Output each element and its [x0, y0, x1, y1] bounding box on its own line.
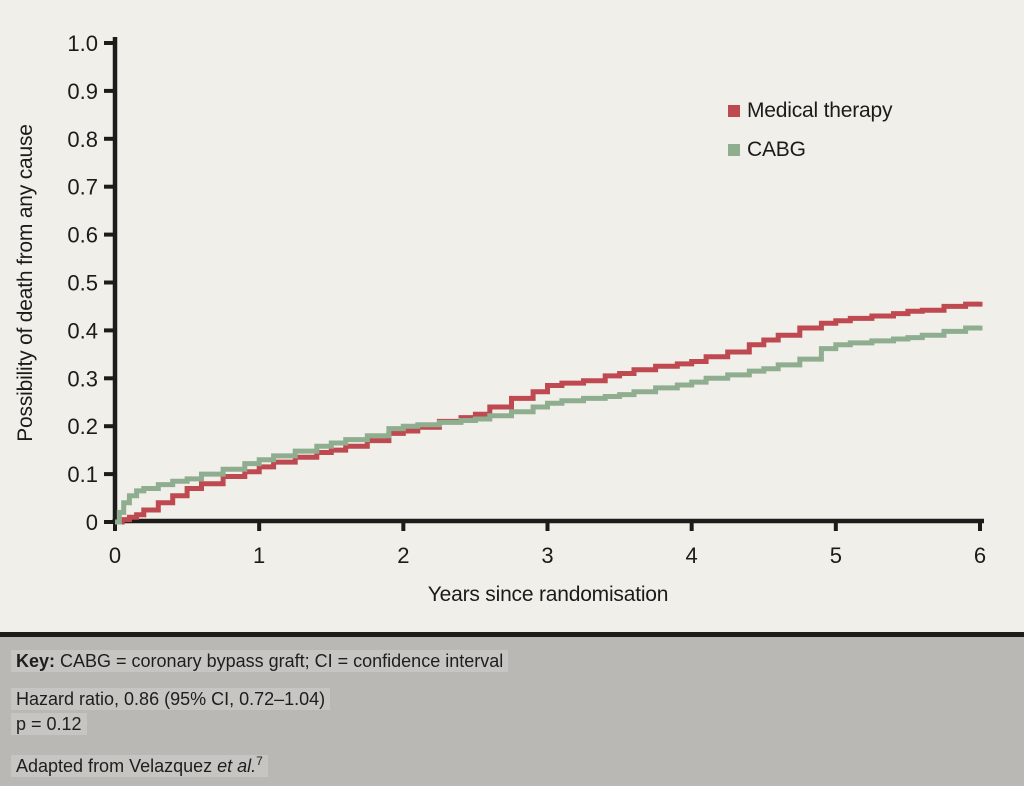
- y-tick-label: 0.4: [67, 318, 98, 343]
- y-tick-label: 0: [86, 510, 98, 535]
- key-text: CABG = coronary bypass graft; CI = confi…: [55, 651, 504, 671]
- y-tick-label: 0.6: [67, 223, 98, 248]
- key-label: Key:: [16, 651, 56, 671]
- p-value-text: p = 0.12: [11, 713, 87, 735]
- x-axis-title: Years since randomisation: [427, 583, 669, 606]
- y-tick-label: 0.5: [67, 271, 98, 296]
- footnote-panel: Key: CABG = coronary bypass graft; CI = …: [0, 632, 1024, 786]
- y-tick-label: 0.2: [67, 414, 98, 439]
- y-tick-label: 0.1: [67, 462, 98, 487]
- y-tick-label: 0.3: [67, 366, 98, 391]
- reference-superscript: 7: [256, 754, 263, 768]
- legend-label-medical-therapy: Medical therapy: [747, 98, 893, 122]
- adapted-prefix: Adapted from Velazquez: [16, 756, 218, 776]
- medical-therapy-swatch-icon: [728, 104, 740, 117]
- key-definitions: Key: CABG = coronary bypass graft; CI = …: [11, 650, 509, 672]
- adapted-et-al: et al.: [217, 756, 257, 776]
- series-curve-cabg: [115, 325, 983, 525]
- source-attribution: Adapted from Velazquez et al.7: [11, 750, 268, 777]
- x-tick-label: 4: [686, 543, 698, 568]
- x-tick-label: 5: [830, 543, 842, 568]
- x-tick-label: 1: [253, 543, 265, 568]
- y-tick-label: 0.7: [67, 175, 98, 200]
- legend-item-cabg: CABG: [728, 137, 892, 161]
- x-tick-label: 6: [974, 543, 986, 568]
- x-tick-label: 0: [109, 543, 121, 568]
- series-curve-medical-therapy: [115, 301, 983, 525]
- x-tick-label: 2: [397, 543, 409, 568]
- y-tick-label: 0.9: [67, 79, 98, 104]
- plot-canvas: 0 0.1 0.2 0.3 0.4 0.5 0.6 0.7 0.8 0.9 1.0 0 1 2 3 4 5 6: [67, 31, 986, 568]
- y-tick-label: 0.8: [67, 127, 98, 152]
- y-axis-title: Possibility of death from any cause: [14, 124, 37, 442]
- hazard-ratio-text: Hazard ratio, 0.86 (95% CI, 0.72–1.04): [11, 688, 331, 710]
- legend-item-medical-therapy: Medical therapy: [728, 98, 893, 122]
- y-tick-label: 1.0: [67, 31, 98, 56]
- legend: Medical therapy CABG: [728, 98, 893, 178]
- x-tick-label: 3: [541, 543, 553, 568]
- cabg-swatch-icon: [728, 143, 740, 156]
- survival-chart: 0 0.1 0.2 0.3 0.4 0.5 0.6 0.7 0.8 0.9 1.0 0 1 2 3 4 5 6 P…: [14, 31, 986, 606]
- legend-label-cabg: CABG: [747, 137, 806, 161]
